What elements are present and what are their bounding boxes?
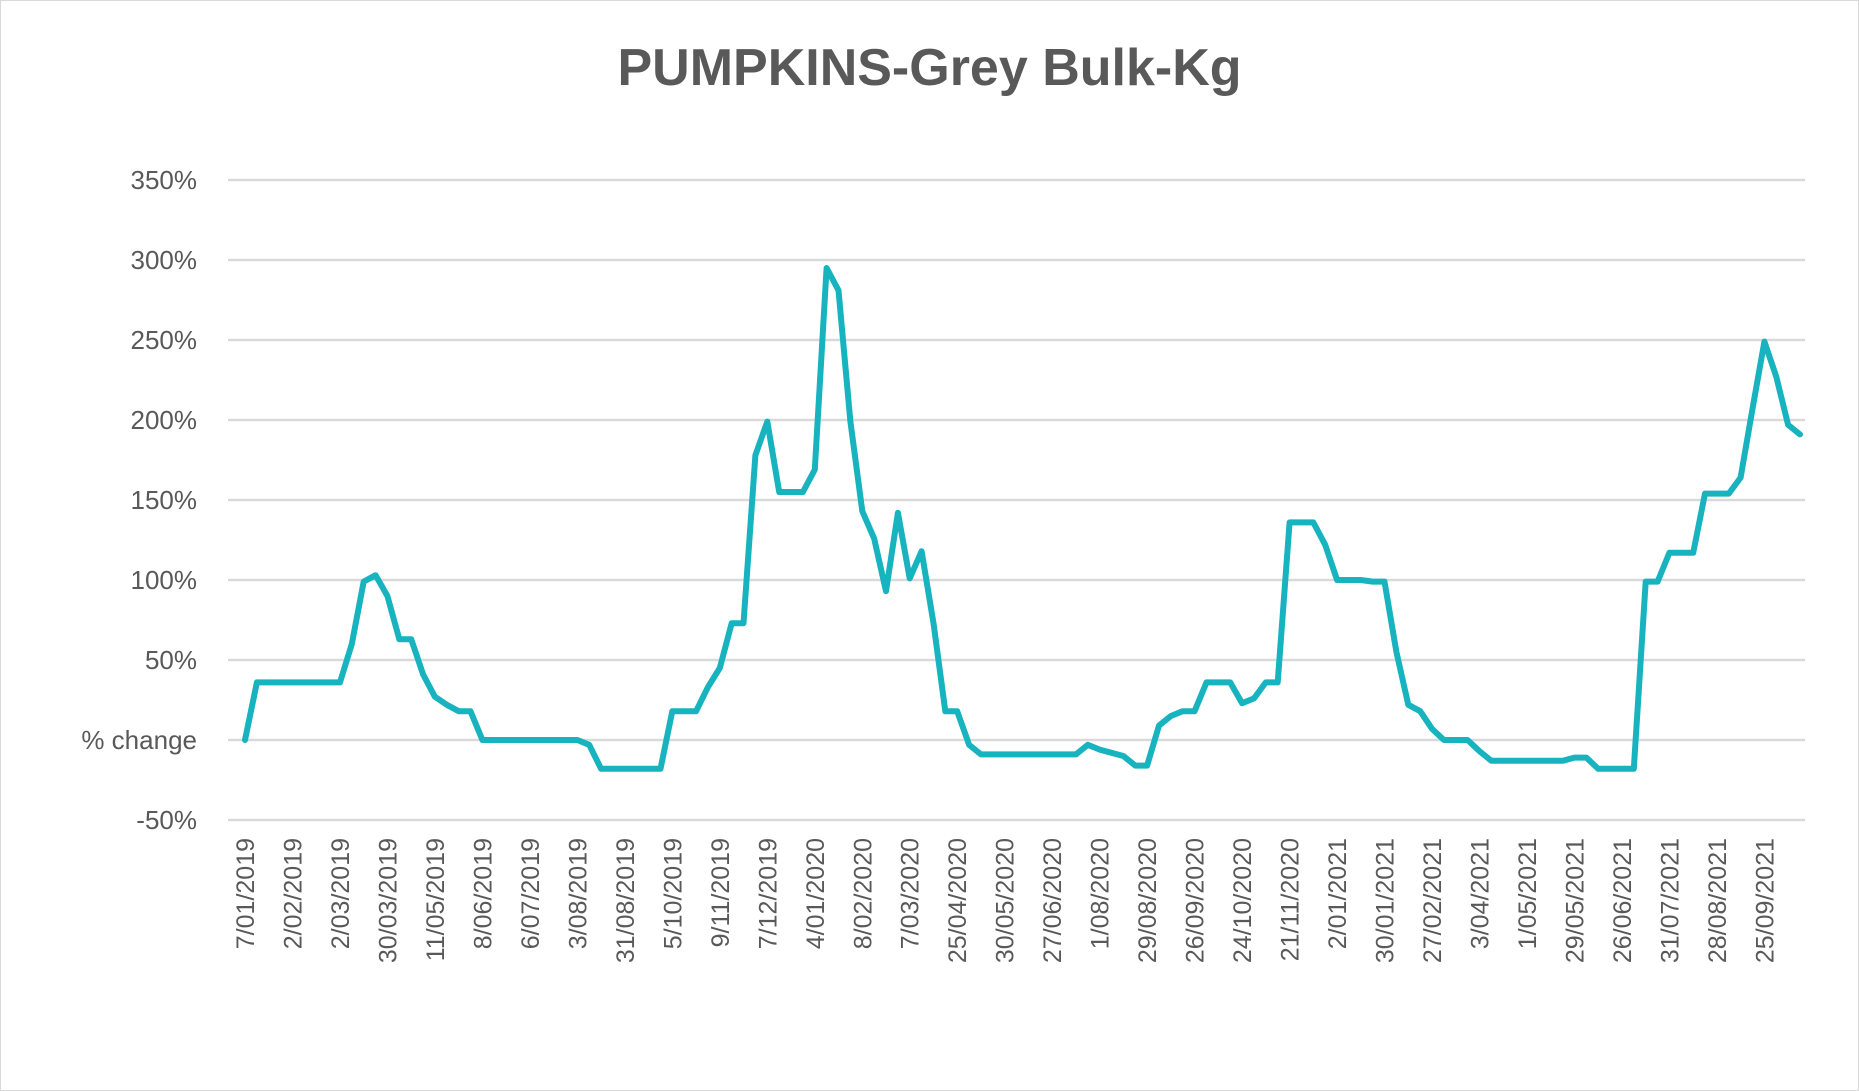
y-tick-label: 100% [131, 565, 198, 595]
chart-title: PUMPKINS-Grey Bulk-Kg [617, 39, 1242, 97]
x-tick-label: 7/03/2020 [897, 838, 925, 949]
x-tick-label: 31/07/2021 [1656, 838, 1684, 963]
y-tick-label: -50% [136, 805, 197, 835]
x-tick-label: 30/05/2020 [992, 838, 1020, 963]
x-tick-label: 7/12/2019 [754, 838, 782, 949]
x-tick-label: 3/08/2019 [564, 838, 592, 949]
y-tick-label: 150% [131, 485, 198, 515]
y-tick-label: 200% [131, 405, 198, 435]
x-tick-label: 9/11/2019 [707, 838, 735, 947]
x-tick-label: 1/08/2020 [1087, 838, 1115, 949]
x-tick-label: 27/02/2021 [1419, 838, 1447, 963]
y-tick-label: 250% [131, 325, 198, 355]
x-tick-label: 21/11/2020 [1277, 838, 1305, 961]
x-tick-label: 28/08/2021 [1704, 838, 1732, 963]
x-tick-label: 1/05/2021 [1514, 838, 1542, 949]
x-tick-label: 2/03/2019 [327, 838, 355, 949]
x-tick-label: 5/10/2019 [659, 838, 687, 949]
x-axis-tick-labels: 7/01/2019 2/02/2019 2/03/2019 30/03/2019 11/… [232, 838, 1779, 963]
y-axis-tick-labels: -50% % change 50% 100% 150% 200% 250% 300% 350% [81, 165, 197, 835]
x-tick-label: 30/03/2019 [374, 838, 402, 963]
y-tick-label: 300% [131, 245, 198, 275]
x-tick-label: 7/01/2019 [232, 838, 260, 949]
x-tick-label: 24/10/2020 [1229, 838, 1257, 963]
series-lines [242, 265, 1803, 772]
x-tick-label: 11/05/2019 [422, 838, 450, 961]
x-tick-label: 25/09/2021 [1751, 838, 1779, 963]
x-tick-label: 26/06/2021 [1609, 838, 1637, 963]
x-tick-label: 25/04/2020 [944, 838, 972, 963]
gridlines [228, 178, 1805, 822]
y-tick-label: 50% [145, 645, 197, 675]
x-tick-label: 4/01/2020 [802, 838, 830, 949]
x-tick-label: 26/09/2020 [1182, 838, 1210, 963]
x-tick-label: 29/05/2021 [1561, 838, 1589, 963]
x-tick-label: 30/01/2021 [1372, 838, 1400, 963]
series-line [242, 265, 1803, 772]
x-tick-label: 2/02/2019 [279, 838, 307, 949]
x-tick-label: 3/04/2021 [1467, 838, 1495, 949]
x-tick-label: 8/06/2019 [469, 838, 497, 949]
x-tick-label: 2/01/2021 [1324, 838, 1352, 949]
y-tick-label: 350% [131, 165, 198, 195]
x-tick-label: 29/08/2020 [1134, 838, 1162, 963]
y-tick-label: % change [81, 725, 197, 755]
x-tick-label: 31/08/2019 [612, 838, 640, 963]
x-tick-label: 8/02/2020 [849, 838, 877, 949]
x-tick-label: 6/07/2019 [517, 838, 545, 949]
x-tick-label: 27/06/2020 [1039, 838, 1067, 963]
